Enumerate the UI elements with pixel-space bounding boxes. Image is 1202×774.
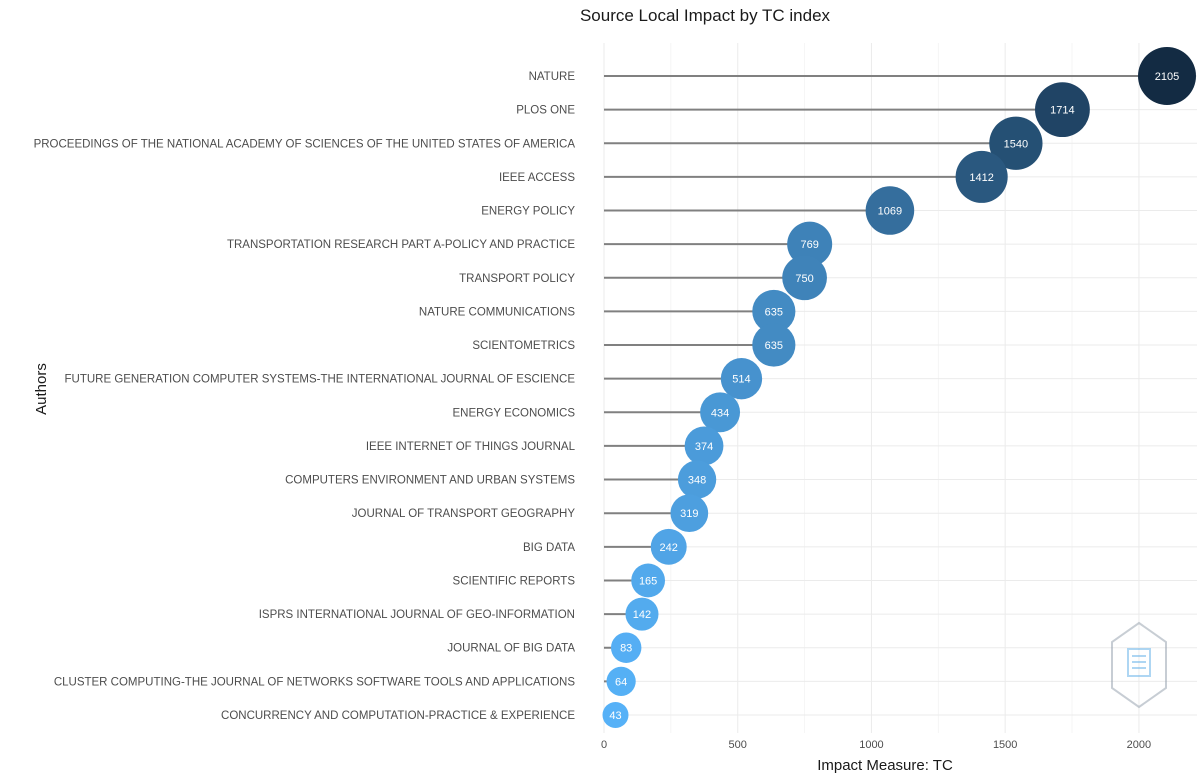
category-label: PLOS ONE xyxy=(516,105,575,117)
value-bubble xyxy=(606,666,636,696)
category-label: CONCURRENCY AND COMPUTATION-PRACTICE & E… xyxy=(221,710,575,722)
stems xyxy=(604,75,1167,716)
category-label: NATURE COMMUNICATIONS xyxy=(419,306,575,318)
category-label: COMPUTERS ENVIRONMENT AND URBAN SYSTEMS xyxy=(285,475,575,487)
x-tick-label: 2000 xyxy=(1127,739,1151,751)
value-label: 514 xyxy=(732,374,750,386)
value-bubble xyxy=(684,426,724,466)
value-bubble xyxy=(1138,47,1196,105)
value-bubble xyxy=(677,460,717,499)
category-label: IEEE ACCESS xyxy=(499,172,575,184)
value-label: 1714 xyxy=(1050,105,1074,117)
category-label: TRANSPORT POLICY xyxy=(459,273,575,285)
value-bubble xyxy=(720,358,763,400)
bibliometrix-logo xyxy=(1111,621,1167,709)
value-label: 635 xyxy=(765,340,783,352)
value-label: 83 xyxy=(620,643,632,655)
category-label: NATURE xyxy=(529,71,576,83)
x-tick-label: 500 xyxy=(729,739,747,751)
value-bubble xyxy=(670,494,709,533)
value-label: 242 xyxy=(660,542,678,554)
value-bubble xyxy=(1035,82,1090,138)
value-label: 769 xyxy=(800,239,818,251)
value-bubble xyxy=(752,323,796,367)
value-bubble xyxy=(625,597,659,631)
value-bubble xyxy=(787,221,833,267)
value-label: 750 xyxy=(795,273,813,285)
value-bubble xyxy=(602,701,629,728)
category-label: FUTURE GENERATION COMPUTER SYSTEMS-THE I… xyxy=(64,374,575,386)
value-label: 319 xyxy=(680,508,698,520)
x-axis-title: Impact Measure: TC xyxy=(817,757,953,774)
category-label: PROCEEDINGS OF THE NATIONAL ACADEMY OF S… xyxy=(34,138,576,150)
value-label: 348 xyxy=(688,475,706,487)
bubbles: 2105 1714 1540 1412 1069 769 750 635 635 514 434 37… xyxy=(602,47,1196,728)
value-bubble xyxy=(650,528,687,565)
value-label: 43 xyxy=(609,710,621,722)
value-bubble xyxy=(955,150,1008,203)
category-label: BIG DATA xyxy=(523,542,575,554)
category-label: JOURNAL OF BIG DATA xyxy=(447,643,575,655)
value-label: 1540 xyxy=(1004,138,1028,150)
category-label: IEEE INTERNET OF THINGS JOURNAL xyxy=(366,441,576,453)
category-label: JOURNAL OF TRANSPORT GEOGRAPHY xyxy=(352,508,576,520)
category-label: CLUSTER COMPUTING-THE JOURNAL OF NETWORK… xyxy=(54,676,576,688)
x-tick-label: 1500 xyxy=(993,739,1017,751)
category-label: ENERGY POLICY xyxy=(481,206,575,218)
category-labels: NATURE PLOS ONE PROCEEDINGS OF THE NATIONA… xyxy=(34,71,576,722)
value-label: 1412 xyxy=(969,172,993,184)
category-label: SCIENTIFIC REPORTS xyxy=(453,575,576,587)
value-bubble xyxy=(610,632,642,663)
value-bubble xyxy=(631,563,666,598)
category-label: TRANSPORTATION RESEARCH PART A-POLICY AN… xyxy=(227,239,575,251)
value-label: 64 xyxy=(615,676,627,688)
value-bubble xyxy=(782,255,827,301)
value-label: 434 xyxy=(711,407,729,419)
value-label: 635 xyxy=(765,306,783,318)
value-bubble xyxy=(752,289,796,333)
chart-title: Source Local Impact by TC index xyxy=(580,6,831,25)
value-bubble xyxy=(700,392,741,433)
y-axis-title: Authors xyxy=(33,363,50,415)
x-tick-label: 1000 xyxy=(859,739,883,751)
grid xyxy=(603,43,1197,733)
category-label: SCIENTOMETRICS xyxy=(472,340,575,352)
x-tick-label: 0 xyxy=(601,739,607,751)
value-label: 2105 xyxy=(1155,71,1179,83)
value-label: 165 xyxy=(639,575,657,587)
value-label: 142 xyxy=(633,609,651,621)
value-label: 1069 xyxy=(878,206,902,218)
value-bubble xyxy=(865,186,915,235)
category-label: ISPRS INTERNATIONAL JOURNAL OF GEO-INFOR… xyxy=(259,609,575,621)
category-label: ENERGY ECONOMICS xyxy=(453,407,576,419)
value-label: 374 xyxy=(695,441,713,453)
value-bubble xyxy=(989,116,1043,170)
x-tick-labels: 0 500 1000 1500 2000 xyxy=(601,739,1151,751)
